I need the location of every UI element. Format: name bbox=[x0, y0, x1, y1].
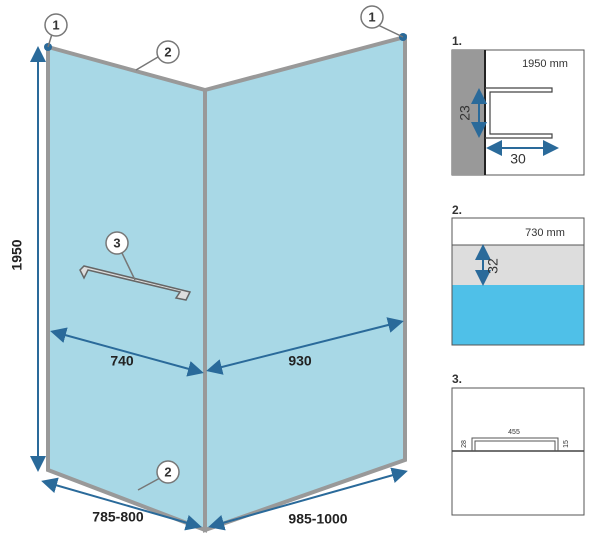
dim-arrow bbox=[208, 467, 408, 531]
dim-arrow bbox=[41, 477, 202, 531]
detail-dim: 30 bbox=[510, 151, 526, 167]
callout: 2 bbox=[164, 464, 171, 479]
glass bbox=[452, 285, 584, 345]
detail-label: 2. bbox=[452, 203, 462, 217]
callout: 3 bbox=[113, 235, 120, 250]
right-panel bbox=[203, 34, 407, 533]
detail-label: 1. bbox=[452, 34, 462, 48]
dim-label: 985-1000 bbox=[288, 511, 347, 527]
dim-arrow bbox=[206, 317, 404, 375]
left-panel bbox=[46, 44, 207, 533]
dim-arrow bbox=[50, 327, 204, 377]
dim-label: 785-800 bbox=[92, 509, 144, 525]
band bbox=[452, 245, 584, 285]
detail-dim: 455 bbox=[508, 429, 520, 436]
dim-label: 930 bbox=[288, 353, 312, 369]
callout: 1 bbox=[368, 9, 375, 24]
detail-size: 730 mm bbox=[525, 227, 565, 239]
dim-label: 740 bbox=[110, 353, 134, 369]
dim-label: 1950 bbox=[9, 239, 25, 270]
detail-label: 3. bbox=[452, 372, 462, 386]
detail-dim: 23 bbox=[457, 105, 473, 121]
callout: 2 bbox=[164, 44, 171, 59]
callout: 1 bbox=[52, 17, 59, 32]
detail-dim: 15 bbox=[563, 440, 570, 448]
towel-bar bbox=[79, 265, 192, 301]
detail-dim: 32 bbox=[485, 258, 501, 274]
detail-size: 1950 mm bbox=[522, 58, 568, 70]
detail-dim: 28 bbox=[461, 440, 468, 448]
